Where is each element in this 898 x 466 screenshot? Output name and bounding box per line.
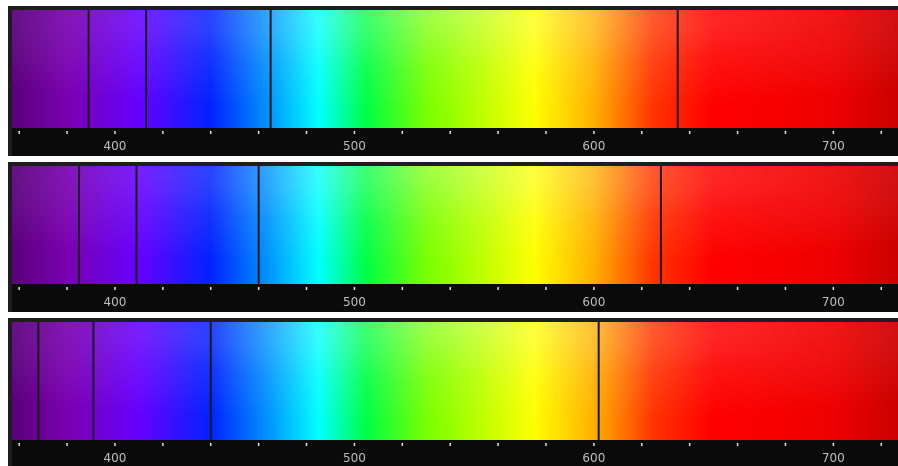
glare-overlay: [12, 322, 898, 440]
tick-label-400: 400: [104, 139, 127, 153]
tick-label-600: 600: [582, 295, 605, 309]
glare-overlay: [12, 10, 898, 128]
tick-label-400: 400: [104, 451, 127, 465]
tick-label-600: 600: [582, 451, 605, 465]
tick-label-500: 500: [343, 451, 366, 465]
axis-band: [12, 284, 898, 312]
axis-band: [12, 440, 898, 466]
spectrum-panel-1: 400 500 600 700: [8, 6, 898, 156]
axis-band: [12, 128, 898, 156]
tick-label-700: 700: [822, 139, 845, 153]
tick-label-600: 600: [582, 139, 605, 153]
spectrum-panel-2: 400 500 600 700: [8, 162, 898, 312]
tick-label-500: 500: [343, 295, 366, 309]
tick-label-700: 700: [822, 451, 845, 465]
glare-overlay: [12, 166, 898, 284]
spectrum-panel-3: 400 500 600 700: [8, 318, 898, 466]
tick-label-500: 500: [343, 139, 366, 153]
tick-label-400: 400: [104, 295, 127, 309]
tick-label-700: 700: [822, 295, 845, 309]
